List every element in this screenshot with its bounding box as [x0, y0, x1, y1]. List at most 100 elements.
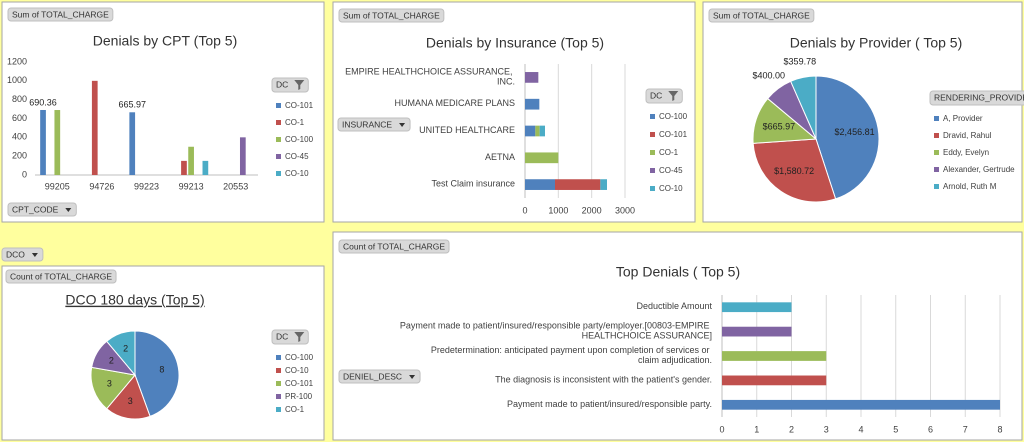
- y-tick-label: 0: [22, 169, 27, 179]
- bar: [188, 146, 194, 175]
- legend-swatch: [276, 368, 281, 373]
- chart-title: Denials by Provider ( Top 5): [790, 35, 962, 51]
- pie-slice: [90, 366, 136, 410]
- y-tick-label: 800: [12, 94, 27, 104]
- axis-field-button[interactable]: [338, 369, 421, 384]
- bar-segment: [555, 179, 601, 190]
- bar: [129, 112, 136, 175]
- data-label: $2,456.81: [835, 127, 875, 137]
- bar: [722, 399, 1000, 410]
- legend-label: CO-100: [659, 112, 688, 121]
- y-tick-label: Predetermination: anticipated payment up…: [431, 345, 712, 365]
- chart-title: Denials by Insurance (Top 5): [426, 35, 604, 51]
- dropdown-arrow: [31, 253, 38, 257]
- data-label: 665.97: [118, 100, 146, 110]
- legend-label: CO-10: [285, 366, 309, 375]
- legend-swatch: [934, 150, 939, 155]
- x-tick-label: 6: [928, 424, 933, 434]
- y-tick-label: EMPIRE HEALTHCHOICE ASSURANCE, INC.: [345, 67, 515, 87]
- pie-slice: [815, 75, 880, 200]
- bar-segment: [525, 72, 539, 83]
- legend-swatch: [650, 186, 655, 191]
- x-tick-label: 20553: [223, 181, 248, 191]
- legend-label: CO-101: [659, 130, 688, 139]
- filter-icon: [294, 332, 305, 342]
- value-field-button-label: Sum of TOTAL_CHARGE: [343, 10, 440, 20]
- bar: [722, 375, 827, 386]
- y-tick-label: HUMANA MEDICARE PLANS: [394, 99, 515, 109]
- legend-title: RENDERING_PROVIDER: [934, 92, 1024, 102]
- value-field-button[interactable]: [7, 7, 114, 22]
- panel: [332, 1, 696, 223]
- legend-swatch: [650, 114, 655, 119]
- legend-label: CO-45: [659, 166, 683, 175]
- axis-field-button-label: INSURANCE: [342, 119, 392, 129]
- legend-label: Alexander, Gertrude: [943, 165, 1015, 174]
- value-field-button[interactable]: [338, 8, 445, 23]
- value-field-button[interactable]: [338, 239, 450, 254]
- legend-label: CO-100: [285, 353, 314, 362]
- data-label: 2: [109, 356, 114, 366]
- bar: [54, 110, 61, 175]
- x-tick-label: 4: [858, 424, 863, 434]
- legend-swatch: [934, 167, 939, 172]
- legend-swatch: [276, 394, 281, 399]
- value-field-button[interactable]: [5, 269, 117, 284]
- value-field-button-label: Sum of TOTAL_CHARGE: [12, 9, 109, 19]
- legend-label: CO-101: [285, 101, 314, 110]
- x-tick-label: 94726: [89, 181, 114, 191]
- bar: [202, 160, 209, 175]
- legend-label: CO-45: [285, 152, 309, 161]
- value-field-button[interactable]: [708, 8, 815, 23]
- legend-label: Arnold, Ruth M: [943, 182, 997, 191]
- legend-title-box[interactable]: [929, 90, 1024, 106]
- legend-label: CO-1: [285, 405, 305, 414]
- page-filter-button-label: DCO: [6, 249, 25, 259]
- y-tick-label: Payment made to patient/insured/responsi…: [507, 399, 712, 409]
- legend-swatch: [650, 168, 655, 173]
- y-tick-label: AETNA: [485, 152, 515, 162]
- pie-slice: [106, 330, 136, 377]
- legend-swatch: [276, 381, 281, 386]
- axis-field-button-label: CPT_CODE: [12, 204, 59, 214]
- filter-icon: [294, 80, 305, 90]
- legend-label: CO-10: [659, 184, 683, 193]
- bar: [91, 80, 98, 175]
- x-tick-label: 2: [789, 424, 794, 434]
- bar-segment: [525, 98, 540, 110]
- y-tick-label: 600: [12, 113, 27, 123]
- bar: [722, 326, 792, 337]
- legend-swatch: [276, 407, 281, 412]
- legend-swatch: [276, 171, 281, 176]
- data-label: 8: [159, 365, 164, 375]
- bar: [181, 160, 187, 175]
- legend-label: CO-101: [285, 379, 314, 388]
- data-label: 690.36: [29, 97, 57, 107]
- x-tick-label: 0: [719, 424, 724, 434]
- bar-segment: [539, 125, 545, 137]
- value-field-button-label: Count of TOTAL_CHARGE: [343, 241, 445, 251]
- legend-title: DC: [650, 90, 662, 100]
- y-tick-label: UNITED HEALTHCARE: [419, 125, 515, 135]
- axis-field-button[interactable]: [7, 202, 77, 217]
- legend-title: DC: [276, 79, 288, 89]
- y-tick-label: Payment made to patient/insured/responsi…: [400, 321, 712, 341]
- axis-field-button[interactable]: [337, 117, 411, 132]
- bar: [722, 351, 827, 361]
- pie-slice: [752, 138, 837, 203]
- pie-slice: [134, 330, 180, 417]
- x-tick-label: 1000: [548, 205, 568, 215]
- y-tick-label: 1200: [7, 56, 27, 66]
- legend-label: CO-1: [285, 118, 305, 127]
- dropdown-arrow: [399, 123, 406, 127]
- chart-title: Denials by CPT (Top 5): [93, 33, 237, 49]
- bar: [239, 137, 246, 175]
- legend-label: Dravid, Rahul: [943, 131, 992, 140]
- y-tick-label: 1000: [7, 75, 27, 85]
- legend-label: CO-1: [659, 148, 679, 157]
- page-filter-button[interactable]: [1, 247, 44, 262]
- legend-swatch: [276, 154, 281, 159]
- legend-label: A, Provider: [943, 114, 983, 123]
- x-tick-label: 0: [522, 205, 527, 215]
